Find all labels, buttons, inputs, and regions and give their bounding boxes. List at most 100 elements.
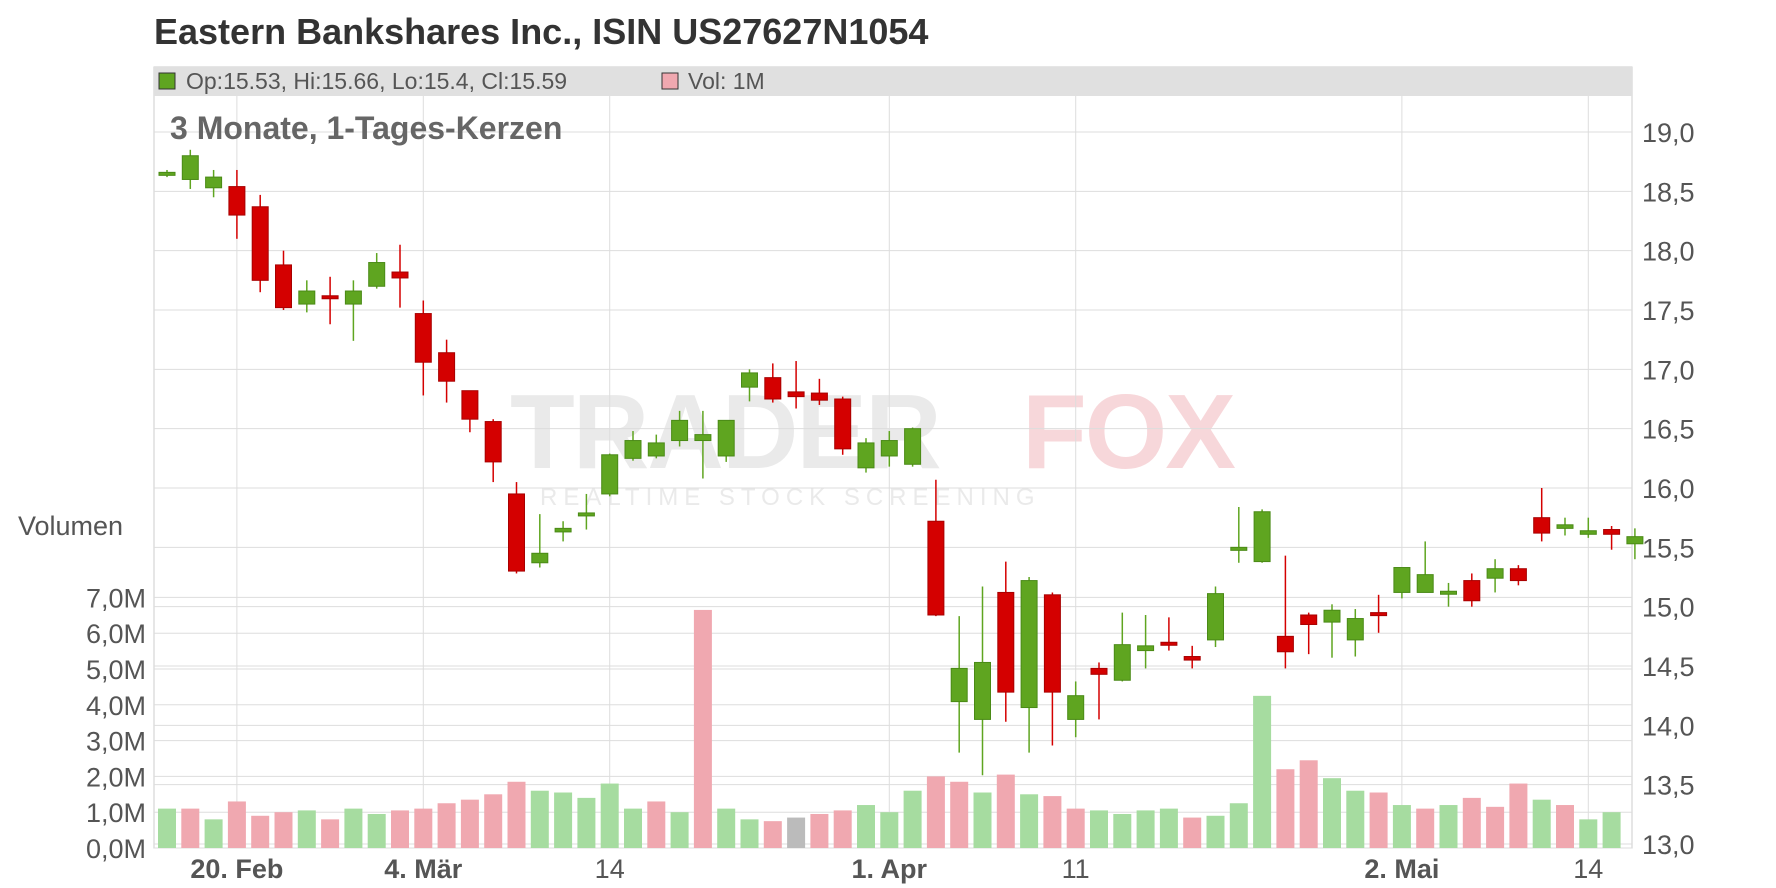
volume-bar [1439,805,1458,848]
candle-body [1486,568,1504,579]
volume-bar [367,813,386,848]
candle-body [1370,612,1388,617]
volume-bar [647,801,666,848]
volume-bar [1113,813,1132,848]
candle [1020,577,1038,753]
candle [671,410,689,447]
volume-tick-label: 4,0M [86,691,146,721]
candle [1183,645,1201,669]
volume-bar [344,808,363,848]
price-tick-label: 18,5 [1642,177,1695,207]
volume-bar [1346,790,1365,848]
candle [205,169,223,198]
candle-body [1160,641,1178,646]
candle-body [647,442,665,457]
volume-bar [297,810,316,848]
candle-body [344,290,362,305]
chart-title: Eastern Bankshares Inc., ISIN US27627N10… [154,11,928,52]
candle-body [1113,644,1131,681]
volume-bar [484,794,503,848]
date-tick-label: 2. Mai [1364,854,1439,884]
candle [694,410,712,479]
date-axis-ticks: 20. Feb 4. Mär 14 1. Apr 11 2. Mai 14 [190,854,1603,884]
candle [368,253,386,289]
candle-body [950,667,968,703]
candle-body [1090,667,1108,675]
candle-body [1626,536,1644,545]
date-tick-label: 14 [595,854,625,884]
volume-bar [1299,760,1318,848]
volume-bar [857,805,875,848]
volume-bar [204,819,223,848]
candle [764,363,782,403]
candle-body [1416,574,1434,593]
candle [787,361,805,409]
volume-bar [507,781,526,848]
candle [1533,488,1551,542]
volume-bar [926,776,945,848]
volume-bar [950,781,969,848]
candle [531,514,549,568]
candle [1276,555,1294,669]
volume-tick-label: 6,0M [86,619,146,649]
volume-axis-ticks: 7,0M 6,0M 5,0M 4,0M 3,0M 2,0M 1,0M 0,0M [86,583,146,864]
candle [181,149,199,189]
candle [1207,586,1224,648]
info-bar: Op:15.53, Hi:15.66, Lo:15.4, Cl:15.59 Vo… [154,67,1632,96]
price-tick-label: 17,0 [1642,355,1695,385]
volume-bar [740,819,759,848]
candle [997,561,1015,722]
price-tick-label: 14,0 [1642,711,1695,741]
candle [1509,565,1527,586]
candle-body [1300,614,1318,625]
date-tick-label: 4. Mär [384,854,463,884]
candle-body [1463,580,1481,602]
candle [1370,594,1388,633]
candle-body [368,262,386,287]
candle [1393,567,1411,599]
candle [1253,509,1271,563]
volume-bar [670,812,689,848]
candle-body [764,377,782,400]
candle-body [158,171,176,176]
candle-body [904,428,922,465]
volume-bar [600,783,619,848]
candle-body [1230,546,1248,551]
candle [1556,517,1574,536]
chart-subtitle: 3 Monate, 1-Tages-Kerzen [170,110,562,146]
candle-body [1253,511,1271,563]
volume-tick-label: 5,0M [86,655,146,685]
candle [1603,525,1621,550]
candle [741,369,758,402]
volume-bar [1159,808,1178,848]
candle-body [1393,567,1411,593]
candle-body [1043,594,1061,693]
volume-bar [158,808,176,848]
price-tick-label: 13,5 [1642,771,1695,801]
volume-bar [693,609,712,848]
volume-bar [1509,783,1528,848]
candle-body [787,391,805,398]
price-tick-label: 13,0 [1642,830,1695,860]
candle [298,280,316,313]
candle [647,434,665,459]
candle-body [810,392,828,401]
volume-bar [1486,806,1505,848]
volume-bar [903,790,922,848]
grid-lines [153,66,1633,849]
volume-bar [1206,815,1225,848]
candle [1346,609,1364,657]
candle-body [1137,645,1155,652]
volume-bar [1183,817,1202,848]
volume-bar [554,792,573,848]
candle [857,438,875,473]
candle [810,378,828,405]
candle [834,396,852,455]
price-tick-label: 16,0 [1642,474,1695,504]
volume-bar [1136,810,1155,848]
volume-bar [717,808,736,848]
candle-body [974,661,991,720]
volume-bar [1369,792,1388,848]
candle-body [391,271,409,279]
